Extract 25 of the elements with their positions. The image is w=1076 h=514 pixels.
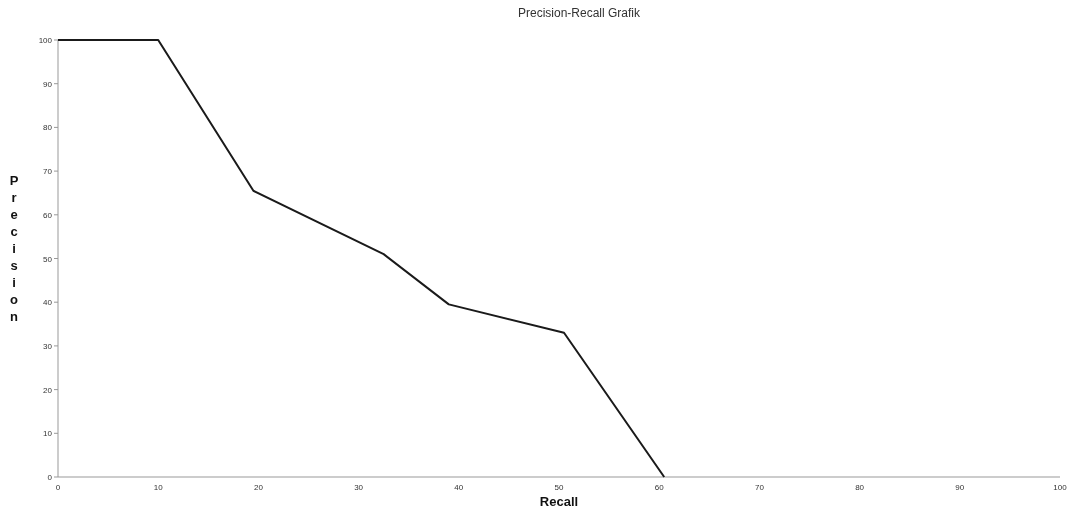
x-tick-label: 20 — [253, 483, 264, 492]
x-tick-label: 30 — [354, 483, 364, 492]
y-tick-label: 50 — [43, 254, 53, 264]
y-tick-label: 100 — [38, 36, 53, 45]
y-tick-label: 30 — [43, 341, 53, 351]
x-tick-label: 40 — [454, 483, 464, 492]
x-tick-label: 0 — [55, 483, 61, 492]
y-tick-label: 60 — [43, 210, 53, 220]
x-tick-label: 70 — [754, 483, 765, 492]
x-axis-title: Recall — [539, 494, 579, 509]
text: Precision — [9, 173, 19, 324]
y-tick-label: 80 — [43, 123, 53, 133]
y-tick-label: 70 — [43, 167, 53, 177]
x-tick-label: 10 — [153, 483, 164, 492]
y-tick-label: 10 — [43, 429, 53, 439]
y-tick-label: 20 — [43, 385, 53, 395]
x-tick-label: 100 — [1053, 483, 1068, 492]
x-tick-label: 60 — [654, 483, 665, 492]
x-tick-label: 50 — [554, 483, 564, 492]
chart-title: Precision-Recall Grafik — [517, 6, 642, 20]
x-tick-label: 90 — [955, 483, 965, 492]
y-tick-label: 0 — [47, 473, 53, 482]
y-tick-label: 40 — [43, 298, 53, 308]
x-tick-label: 80 — [855, 483, 865, 492]
y-tick-label: 90 — [43, 79, 53, 89]
